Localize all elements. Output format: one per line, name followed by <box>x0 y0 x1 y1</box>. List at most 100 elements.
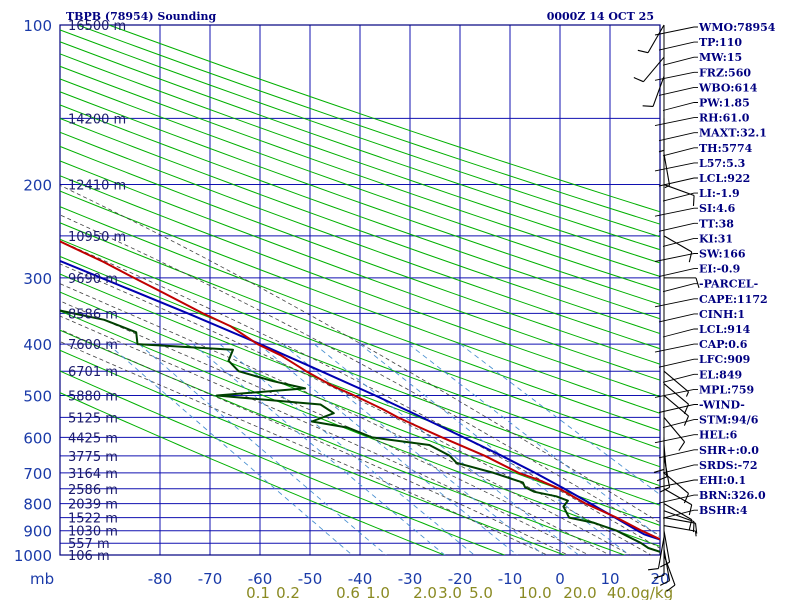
height-label: 2039 m <box>68 498 118 513</box>
wind-barb-flag <box>637 49 649 54</box>
index-entry: MPL:759 <box>699 383 754 396</box>
wind-barb-flag <box>692 521 695 533</box>
index-leader-line <box>658 494 698 504</box>
index-entry: KI:31 <box>699 232 733 245</box>
index-entry: SHR+:0.0 <box>699 444 759 457</box>
dry-adiabat-line <box>60 291 660 526</box>
wind-barb-staff <box>663 530 671 563</box>
mixing-ratio-line <box>107 343 353 555</box>
dry-adiabat-line <box>60 175 660 398</box>
index-leader-line <box>654 207 698 217</box>
mixing-ratio-label: 5.0 <box>469 584 493 600</box>
mixing-ratio-line <box>282 343 545 555</box>
height-label: 1030 m <box>68 525 118 540</box>
index-entry: EL:849 <box>699 368 742 381</box>
index-entry: TT:38 <box>699 217 734 230</box>
index-entry: EHI:0.1 <box>699 474 746 487</box>
wind-barb-staff <box>663 488 692 506</box>
height-label: 106 m <box>68 549 110 564</box>
mixing-ratio-lines <box>107 343 660 555</box>
mixing-ratio-line <box>219 343 476 555</box>
wind-barb-flag <box>653 468 665 473</box>
index-leader-line <box>658 358 698 368</box>
temperature-tick-label: -50 <box>298 570 323 588</box>
index-leader-line <box>662 237 698 247</box>
dry-adiabat-line <box>60 392 446 555</box>
height-label: 7600 m <box>68 338 118 353</box>
sounding-title: TBPB (78954) Sounding <box>66 10 217 23</box>
index-leader-line <box>654 479 698 489</box>
index-entry: HEL:6 <box>699 429 738 442</box>
temperature-tick-label: -60 <box>248 570 273 588</box>
dry-adiabat-line <box>60 91 660 305</box>
height-label: 5880 m <box>68 389 118 404</box>
wind-barb-flag <box>659 580 670 586</box>
wind-barb-flag <box>695 277 700 289</box>
wind-barb-staff <box>643 56 665 83</box>
moist-adiabat-line <box>60 341 549 555</box>
temperature-tick-label: -10 <box>498 570 523 588</box>
dry-adiabat-line <box>60 41 660 251</box>
index-entry: SRDS:-72 <box>699 459 758 472</box>
index-entry: CINH:1 <box>699 308 745 321</box>
stability-indices: WMO:78954 TP:110 MW:15 FRZ:560 WBO:614 PW:1.8… <box>654 21 776 519</box>
pressure-unit-label: mb <box>30 570 54 588</box>
index-leader-line <box>658 404 698 413</box>
index-leader-line <box>662 56 698 66</box>
moist-adiabat-line <box>60 214 660 537</box>
mixing-ratio-line <box>459 343 660 496</box>
index-leader-line <box>654 117 698 127</box>
dewpoint-profile <box>60 309 660 553</box>
index-entry: TP:110 <box>699 36 742 49</box>
wind-barb-staff <box>663 510 695 523</box>
dry-adiabat-line <box>60 255 660 487</box>
wind-barb-flag <box>633 77 644 83</box>
dry-adiabat-line <box>108 25 660 213</box>
height-label: 5125 m <box>68 411 118 426</box>
wind-barb-staff <box>663 549 671 581</box>
height-label: 10950 m <box>68 230 126 245</box>
temperature-tick-label: -20 <box>448 570 473 588</box>
index-leader-line <box>654 434 698 444</box>
index-entry: SW:166 <box>699 248 746 261</box>
mixing-ratio-label: 0.6 <box>336 584 360 600</box>
wind-barb-staff <box>663 517 696 524</box>
index-entry: STM:94/6 <box>699 414 759 427</box>
index-leader-line <box>662 373 698 383</box>
index-leader-line <box>658 222 698 232</box>
index-entry: BSHR:4 <box>699 504 748 517</box>
wind-barb-flag <box>692 195 695 206</box>
height-label: 12410 m <box>68 179 126 194</box>
index-entry: BRN:326.0 <box>699 489 766 502</box>
index-entry: EI:-0.9 <box>699 263 740 276</box>
wind-barb-staff <box>663 417 685 443</box>
index-leader-line <box>654 71 698 81</box>
wind-barb-flag <box>666 584 676 592</box>
wind-barb-staff <box>657 536 665 569</box>
index-leader-line <box>654 343 698 353</box>
wind-barb-flag <box>642 105 654 107</box>
wind-barb-staff <box>652 76 665 107</box>
index-entry: LCL:922 <box>699 172 750 185</box>
wind-barb-staff <box>663 153 671 186</box>
index-entry: CAPE:1172 <box>699 293 768 306</box>
wind-barb-flag <box>688 251 693 263</box>
index-entry: CAP:0.6 <box>699 338 748 351</box>
index-entry: LI:-1.9 <box>699 187 740 200</box>
wind-barb-staff <box>663 503 692 521</box>
mixing-ratio-label: 40.0g/kg <box>607 584 673 600</box>
sounding-time: 0000Z 14 OCT 25 <box>547 10 654 23</box>
mixing-ratio-line <box>359 343 631 555</box>
index-leader-line <box>654 162 698 172</box>
dry-adiabat-line <box>60 78 660 291</box>
temperature-tick-label: -80 <box>148 570 173 588</box>
dry-adiabat-line <box>60 104 660 320</box>
index-leader-line <box>662 192 698 202</box>
dry-adiabat-line <box>60 206 660 432</box>
index-leader-line <box>662 419 698 429</box>
wind-barb-flag <box>659 486 670 493</box>
wind-barb-staff <box>663 184 695 197</box>
dry-adiabat-line <box>60 160 660 381</box>
